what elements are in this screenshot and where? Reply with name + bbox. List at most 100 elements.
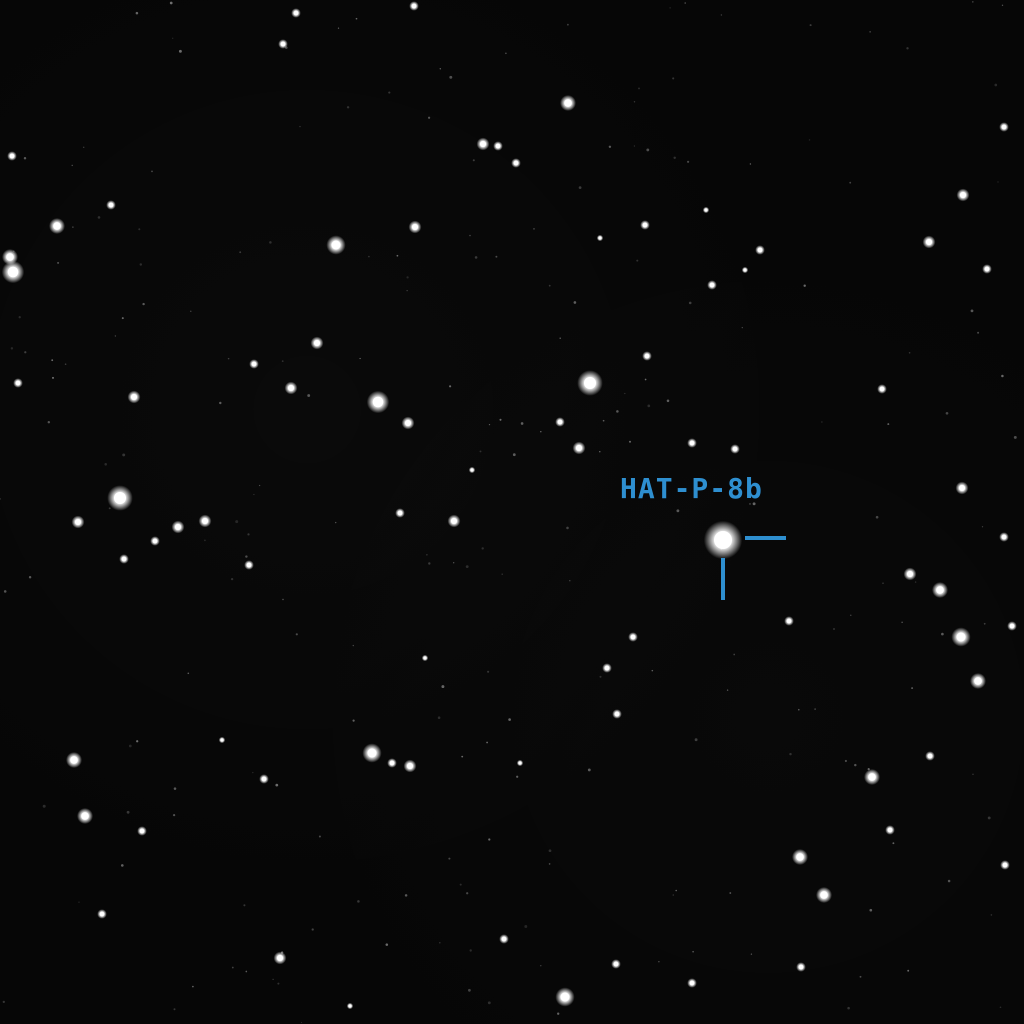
faint-star (269, 241, 272, 244)
star (175, 524, 181, 530)
faint-star (847, 1006, 850, 1010)
faint-star (901, 621, 903, 624)
star (139, 828, 145, 834)
star (331, 240, 341, 250)
faint-star (859, 975, 862, 978)
faint-star (461, 755, 464, 758)
faint-star (449, 75, 453, 79)
faint-star (599, 451, 601, 453)
star (501, 936, 507, 942)
star (743, 268, 747, 272)
faint-star (277, 982, 280, 985)
faint-star (499, 418, 502, 421)
star (372, 396, 384, 408)
faint-star (849, 181, 852, 184)
faint-star (977, 331, 980, 334)
faint-star (120, 864, 124, 867)
faint-star (533, 228, 535, 230)
faint-star (505, 52, 507, 55)
faint-star (122, 453, 126, 457)
faint-star (850, 614, 852, 616)
star (907, 571, 913, 577)
faint-star (51, 359, 54, 362)
faint-star (465, 565, 469, 569)
star (405, 420, 411, 426)
faint-star (999, 1006, 1002, 1009)
faint-star (669, 7, 671, 9)
faint-star (253, 493, 255, 496)
faint-star (720, 548, 723, 550)
faint-star (337, 27, 340, 29)
faint-star (169, 1, 173, 5)
faint-star (404, 894, 408, 897)
target-marker-horizontal (745, 536, 786, 540)
faint-star (508, 718, 511, 721)
faint-star (557, 1012, 560, 1015)
star (974, 677, 982, 685)
star (423, 656, 427, 660)
faint-star (172, 37, 174, 39)
faint-star (548, 284, 551, 287)
faint-star (633, 101, 636, 103)
star (689, 440, 695, 446)
faint-star (676, 509, 680, 513)
faint-star (142, 302, 145, 306)
faint-star (108, 507, 111, 510)
star (288, 385, 294, 391)
faint-star (821, 421, 823, 423)
faint-star (602, 419, 605, 422)
faint-star (608, 145, 612, 149)
star (389, 760, 395, 766)
faint-star (3, 590, 7, 593)
faint-star (355, 17, 358, 20)
faint-star (300, 1021, 303, 1024)
faint-star (750, 953, 753, 955)
faint-star (789, 752, 792, 756)
faint-star (486, 741, 488, 744)
faint-star (173, 1008, 176, 1011)
faint-star (672, 77, 675, 80)
faint-star (413, 227, 416, 230)
faint-star (187, 672, 190, 675)
faint-star (439, 68, 441, 70)
star (397, 510, 403, 516)
faint-star (658, 961, 660, 963)
faint-star (204, 539, 206, 542)
faint-star (335, 521, 337, 524)
faint-star (832, 627, 836, 631)
star (709, 282, 715, 288)
faint-star (616, 410, 619, 413)
faint-star (453, 562, 455, 564)
faint-star (245, 970, 248, 973)
faint-star (104, 463, 107, 466)
star (75, 519, 81, 525)
faint-star (990, 914, 993, 916)
star (202, 518, 208, 524)
faint-star (1001, 374, 1004, 378)
faint-star (368, 255, 370, 258)
star (277, 955, 283, 961)
star (451, 518, 457, 524)
star (513, 160, 519, 166)
star (644, 353, 650, 359)
faint-star (882, 582, 884, 585)
star (887, 827, 893, 833)
faint-star (18, 316, 21, 319)
faint-star (252, 771, 254, 774)
faint-star (803, 284, 806, 287)
star (407, 763, 413, 769)
faint-star (230, 577, 234, 581)
faint-star (971, 1, 974, 3)
star (53, 222, 61, 230)
faint-star (359, 357, 361, 360)
faint-star (190, 310, 192, 312)
star (246, 562, 252, 568)
faint-star (114, 335, 117, 337)
star (293, 10, 299, 16)
faint-star (459, 883, 462, 886)
faint-star (468, 988, 471, 992)
star (480, 141, 486, 147)
faint-star (453, 517, 455, 520)
faint-star (258, 484, 261, 487)
faint-star (178, 49, 182, 53)
